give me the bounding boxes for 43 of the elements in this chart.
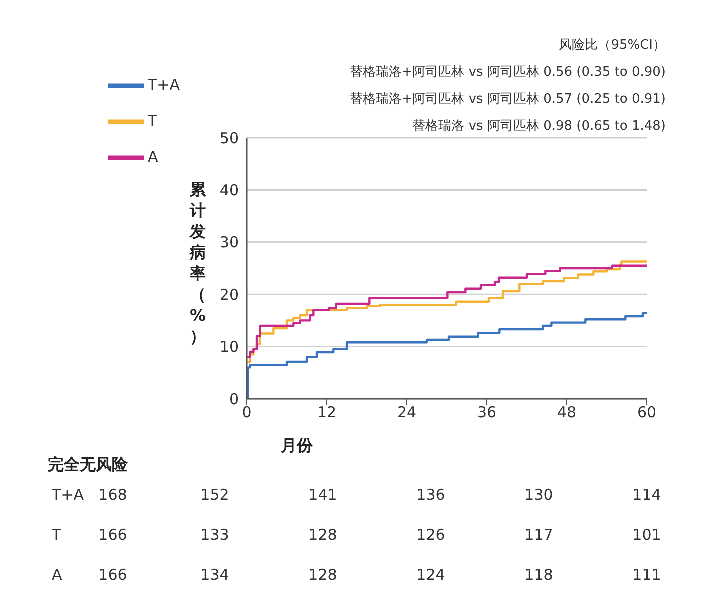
y-tick-label: 10 <box>220 338 239 356</box>
text: 136 <box>416 486 446 504</box>
text: 126 <box>416 526 446 544</box>
x-tick-label: 0 <box>242 404 252 422</box>
y-tick-label: 0 <box>229 390 239 408</box>
x-tick-label: 60 <box>637 404 657 422</box>
y-tick-label: 40 <box>220 182 239 200</box>
y-tick-label: 30 <box>220 234 239 252</box>
y-tick-label: 50 <box>220 129 239 148</box>
text: 124 <box>416 566 446 584</box>
legend-label: T+A <box>148 76 180 94</box>
text: T+A <box>52 486 84 504</box>
x-tick-label: 48 <box>557 404 577 422</box>
y-tick-label: 20 <box>220 286 239 304</box>
text: 117 <box>524 526 554 544</box>
text: 风险比（95%CI） <box>558 37 666 55</box>
text: 替格瑞洛 vs 阿司匹林 0.98 (0.65 to 1.48) <box>412 118 666 136</box>
text: 166 <box>98 526 128 544</box>
text: 101 <box>632 526 662 544</box>
text: A <box>52 566 62 584</box>
legend-label: T <box>148 112 158 130</box>
y-axis-title: 累计发病率（%） <box>189 180 207 346</box>
text: 128 <box>308 526 338 544</box>
text: 130 <box>524 486 554 504</box>
text: 133 <box>200 526 230 544</box>
text: 完全无风险 <box>48 455 128 476</box>
text: 134 <box>200 566 230 584</box>
text: 替格瑞洛+阿司匹林 vs 阿司匹林 0.56 (0.35 to 0.90) <box>350 64 666 82</box>
x-tick-label: 36 <box>477 404 497 422</box>
text: 168 <box>98 486 128 504</box>
text: 替格瑞洛+阿司匹林 vs 阿司匹林 0.57 (0.25 to 0.91) <box>350 91 666 109</box>
text: 141 <box>308 486 338 504</box>
text: 111 <box>632 566 662 584</box>
x-axis-title: 月份 <box>281 436 313 455</box>
text: 152 <box>200 486 230 504</box>
legend-label: A <box>148 148 158 166</box>
x-tick-label: 12 <box>317 404 337 422</box>
text: 118 <box>524 566 554 584</box>
text: 166 <box>98 566 128 584</box>
text: 114 <box>632 486 662 504</box>
text: T <box>52 526 62 544</box>
text: 128 <box>308 566 338 584</box>
x-tick-label: 24 <box>397 404 417 422</box>
